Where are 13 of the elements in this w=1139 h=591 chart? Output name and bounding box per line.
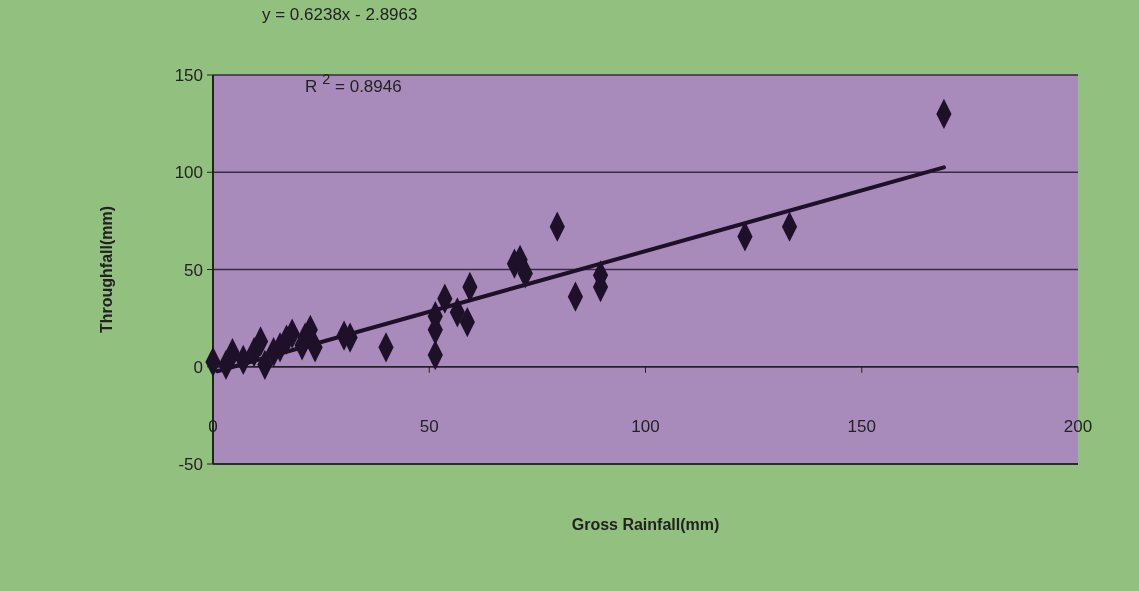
x-tick-label: 50 — [419, 417, 439, 436]
x-tick-label: 100 — [631, 417, 660, 436]
y-tick-label: 0 — [193, 357, 203, 377]
x-tick-label: 200 — [1063, 417, 1093, 436]
text: y = 0.6238x - 2.8963 — [262, 5, 418, 24]
y-tick-label: 50 — [184, 260, 203, 280]
x-tick-label: 150 — [847, 417, 876, 436]
annotation: R$^{2}$ = 0.8946 — [305, 71, 402, 96]
y-tick-label: -50 — [178, 455, 203, 474]
y-tick-label: 150 — [174, 66, 203, 85]
y-tick-label: 100 — [174, 163, 203, 183]
y-axis-title: Throughfall(mm) — [98, 205, 115, 334]
x-axis-title: Gross Rainfall(mm) — [571, 516, 720, 533]
